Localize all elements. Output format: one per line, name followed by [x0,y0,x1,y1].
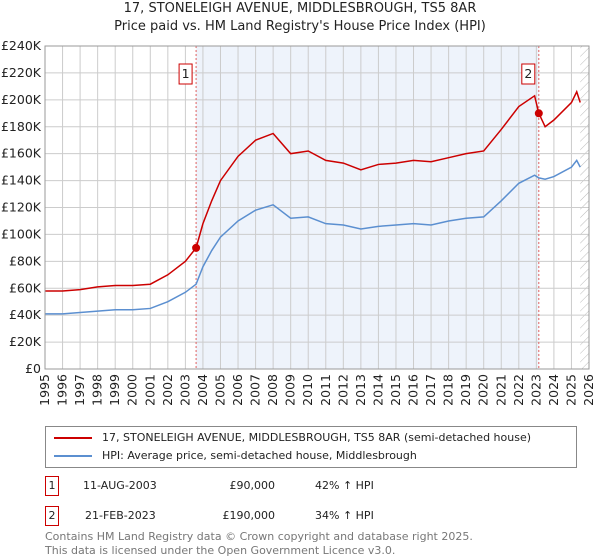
y-tick-label: £120K [1,200,42,215]
x-tick-label: 2016 [406,374,421,406]
x-tick-label: 2013 [353,374,368,406]
x-tick-label: 2024 [546,374,561,406]
legend-swatch-red [54,437,92,439]
y-tick-label: £180K [1,119,42,134]
y-tick-label: £0 [25,361,41,376]
x-tick-label: 2026 [581,374,596,406]
x-tick-label: 2017 [423,374,438,406]
y-tick-label: £160K [1,146,42,161]
legend-label: 17, STONELEIGH AVENUE, MIDDLESBROUGH, TS… [102,431,532,444]
sale-label: 2 [524,66,532,81]
chart-subtitle: Price paid vs. HM Land Registry's House … [114,19,486,34]
x-tick-label: 2010 [300,374,315,406]
x-tick-label: 2019 [458,374,473,406]
transaction-hpi-delta: 34% ↑ HPI [315,509,374,522]
x-tick-label: 2014 [370,374,385,406]
x-tick-label: 1998 [90,374,105,406]
x-tick-label: 2004 [195,374,210,406]
x-tick-label: 2002 [160,374,175,406]
x-tick-label: 2006 [230,374,245,406]
x-tick-label: 1999 [107,374,122,406]
transaction-date: 11-AUG-2003 [83,479,157,492]
transaction-price: £190,000 [222,509,276,522]
sale-label-box [521,63,536,85]
sale-point [192,243,201,252]
y-tick-label: £60K [9,280,42,295]
x-tick-label: 2023 [528,374,543,406]
transaction-badge: 1 [45,476,59,496]
x-tick-label: 2012 [335,374,350,406]
chart-title: 17, STONELEIGH AVENUE, MIDDLESBROUGH, TS… [123,1,477,16]
x-tick-label: 2025 [563,374,578,406]
x-tick-label: 2011 [318,374,333,406]
y-tick-label: £140K [1,173,42,188]
y-tick-label: £40K [9,307,42,322]
transaction-hpi-delta: 42% ↑ HPI [315,479,374,492]
sale-label: 1 [182,66,190,81]
x-tick-label: 2003 [177,374,192,406]
property-price-line [45,89,581,292]
x-tick-label: 2008 [265,374,280,406]
transaction-date: 21-FEB-2023 [85,509,156,522]
transaction-row: 2 21-FEB-2023 £190,000 34% ↑ HPI [45,506,445,526]
y-tick-label: £80K [9,253,42,268]
sale-label-box [178,63,193,85]
legend-label: HPI: Average price, semi-detached house,… [102,449,417,462]
price-chart: 1995 1996 1997 1998 1999 2000 2001 2002 2003 2004… [1,38,596,406]
x-tick-label: 2021 [493,374,508,406]
transaction-row: 1 11-AUG-2003 £90,000 42% ↑ HPI [45,476,445,496]
x-tick-label: 2001 [142,374,157,406]
footer-copyright: Contains HM Land Registry data © Crown c… [45,530,473,543]
x-tick-label: 2005 [212,374,227,406]
y-tick-label: £200K [1,92,42,107]
legend-swatch-blue [54,455,92,457]
footer: Contains HM Land Registry data © Crown c… [45,530,473,558]
hpi-line [45,159,581,315]
x-tick-label: 1997 [72,374,87,406]
sale-point [534,109,543,118]
x-tick-label: 2009 [283,374,298,406]
x-tick-label: 2000 [125,374,140,406]
y-tick-label: £100K [1,226,42,241]
x-tick-label: 2007 [248,374,263,406]
plot-frame [44,45,590,370]
transaction-badge: 2 [45,506,59,526]
legend-item-hpi: HPI: Average price, semi-detached house,… [54,449,417,463]
x-tick-label: 2015 [388,374,403,406]
x-tick-label: 2022 [511,374,526,406]
y-tick-label: £20K [9,334,42,349]
footer-licence: This data is licensed under the Open Gov… [45,544,396,557]
y-tick-label: £220K [1,65,42,80]
y-tick-label: £240K [1,38,42,53]
transaction-price: £90,000 [229,479,276,492]
x-tick-label: 2018 [441,374,456,406]
x-tick-label: 2020 [476,374,491,406]
legend: 17, STONELEIGH AVENUE, MIDDLESBROUGH, TS… [45,426,577,468]
x-tick-label: 1995 [37,374,52,406]
x-tick-label: 1996 [55,374,70,406]
legend-item-property: 17, STONELEIGH AVENUE, MIDDLESBROUGH, TS… [54,431,531,445]
